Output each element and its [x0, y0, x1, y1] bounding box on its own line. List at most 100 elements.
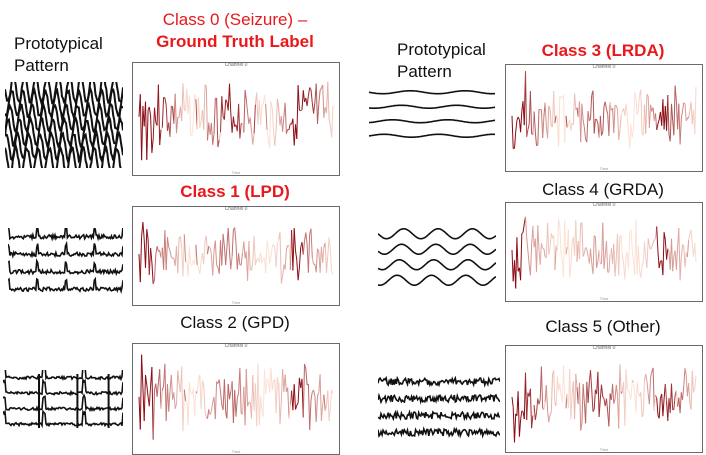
- signal-segment: [301, 90, 304, 110]
- signal-segment: [585, 247, 588, 250]
- signal-segment: [270, 247, 273, 257]
- signal-segment: [620, 235, 623, 255]
- signal-segment: [580, 423, 583, 431]
- signal-segment: [536, 144, 539, 147]
- signal-segment: [565, 115, 568, 128]
- signal-segment: [658, 261, 661, 269]
- signal-segment: [183, 389, 187, 401]
- signal-segment: [245, 99, 249, 113]
- prototype-trace: [3, 408, 123, 429]
- signal-segment: [575, 220, 578, 262]
- signal-segment: [326, 255, 329, 273]
- signal-segment: [280, 369, 284, 403]
- signal-segment: [655, 395, 658, 399]
- signal-segment: [174, 93, 177, 134]
- signal-segment: [526, 392, 529, 420]
- signal-segment: [646, 238, 649, 269]
- signal-segment: [686, 240, 690, 258]
- signal-segment: [188, 95, 192, 135]
- signal-segment: [203, 383, 206, 412]
- signal-segment: [169, 105, 172, 137]
- signal-segment: [625, 103, 628, 117]
- signal-segment: [691, 370, 694, 393]
- signal-segment: [682, 102, 685, 112]
- signal-segment: [139, 354, 143, 430]
- signal-segment: [276, 99, 280, 109]
- signal-segment: [302, 90, 305, 103]
- signal-segment: [597, 371, 600, 417]
- signal-segment: [142, 221, 145, 240]
- signal-segment: [139, 236, 143, 283]
- signal-segment: [694, 375, 697, 389]
- signal-segment: [196, 264, 199, 269]
- signal-segment: [304, 363, 307, 369]
- signal-segment: [168, 246, 171, 251]
- signal-segment: [192, 94, 196, 121]
- signal-segment: [309, 87, 312, 90]
- signal-segment: [159, 369, 162, 409]
- signal-segment: [327, 390, 330, 421]
- signal-segment: [207, 245, 210, 255]
- signal-segment: [285, 129, 289, 134]
- signal-segment: [650, 104, 653, 112]
- signal-segment: [522, 223, 525, 233]
- signal-segment: [621, 254, 625, 264]
- signal-segment: [556, 376, 560, 391]
- signal-segment: [667, 398, 670, 421]
- signal-segment: [170, 374, 174, 400]
- signal-segment: [592, 235, 595, 275]
- prototype-other-image: [378, 375, 500, 439]
- signal-plot: [138, 81, 334, 161]
- signal-segment: [276, 376, 280, 383]
- signal-segment: [310, 228, 313, 259]
- signal-segment: [218, 240, 221, 274]
- signal-segment: [527, 250, 530, 266]
- prototype-lrda-image: [369, 90, 495, 138]
- signal-segment: [628, 390, 631, 395]
- signal-segment: [270, 101, 273, 108]
- signal-segment: [556, 219, 560, 251]
- signal-segment: [154, 254, 157, 281]
- signal-segment: [683, 368, 686, 388]
- signal-segment: [531, 415, 534, 429]
- signal-segment: [293, 384, 296, 410]
- signal-segment: [606, 240, 609, 273]
- signal-segment: [282, 116, 285, 132]
- signal-segment: [317, 248, 320, 252]
- signal-segment: [690, 370, 693, 410]
- signal-segment: [579, 223, 582, 260]
- signal-segment: [553, 370, 556, 404]
- signal-segment: [267, 246, 271, 264]
- panel-time-label: Time: [231, 170, 241, 175]
- signal-segment: [533, 404, 536, 421]
- signal-segment: [627, 389, 629, 391]
- signal-segment: [540, 242, 544, 249]
- signal-segment: [547, 105, 550, 139]
- signal-segment: [680, 244, 683, 258]
- signal-segment: [247, 401, 250, 407]
- signal-segment: [517, 391, 520, 437]
- prototype-trace: [369, 133, 495, 138]
- signal-segment: [322, 84, 325, 118]
- signal-segment: [614, 258, 617, 277]
- signal-segment: [652, 367, 655, 411]
- signal-segment: [667, 94, 670, 135]
- signal-segment: [613, 243, 616, 277]
- signal-segment: [145, 229, 148, 269]
- signal-segment: [690, 101, 693, 125]
- signal-segment: [221, 96, 224, 117]
- signal-segment: [604, 101, 607, 110]
- signal-segment: [549, 233, 552, 249]
- signal-segment: [525, 216, 528, 238]
- class-3-title: Class 3 (LRDA): [541, 41, 665, 60]
- signal-segment: [141, 105, 144, 161]
- signal-segment: [533, 111, 536, 132]
- signal-segment: [213, 98, 216, 135]
- signal-segment: [311, 257, 315, 265]
- signal-segment: [574, 93, 577, 111]
- signal-segment: [641, 413, 644, 418]
- signal-segment: [572, 93, 576, 125]
- signal-segment: [694, 86, 697, 135]
- signal-segment: [656, 226, 659, 253]
- signal-segment: [179, 236, 183, 249]
